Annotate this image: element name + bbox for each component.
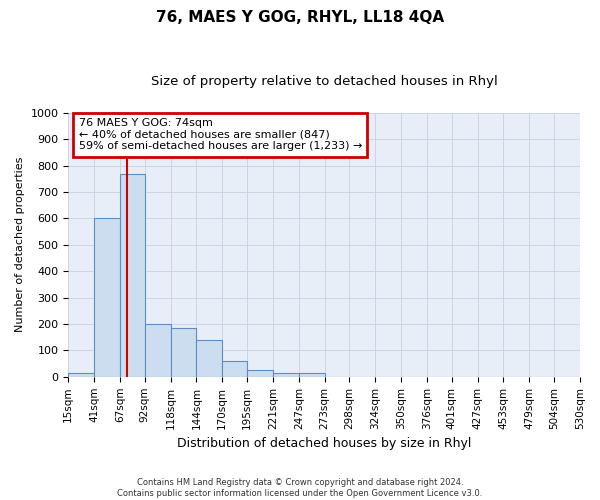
Bar — [247, 370, 273, 377]
Bar — [222, 361, 247, 377]
Bar — [299, 373, 325, 377]
Bar — [145, 324, 170, 377]
Text: 76 MAES Y GOG: 74sqm
← 40% of detached houses are smaller (847)
59% of semi-deta: 76 MAES Y GOG: 74sqm ← 40% of detached h… — [79, 118, 362, 152]
Text: Contains HM Land Registry data © Crown copyright and database right 2024.
Contai: Contains HM Land Registry data © Crown c… — [118, 478, 482, 498]
Bar — [273, 373, 299, 377]
Bar — [120, 174, 145, 377]
Y-axis label: Number of detached properties: Number of detached properties — [15, 157, 25, 332]
Bar — [68, 373, 94, 377]
Bar — [196, 340, 222, 377]
Text: 76, MAES Y GOG, RHYL, LL18 4QA: 76, MAES Y GOG, RHYL, LL18 4QA — [156, 10, 444, 25]
Bar — [94, 218, 120, 377]
Bar — [170, 328, 196, 377]
Title: Size of property relative to detached houses in Rhyl: Size of property relative to detached ho… — [151, 75, 497, 88]
X-axis label: Distribution of detached houses by size in Rhyl: Distribution of detached houses by size … — [177, 437, 472, 450]
